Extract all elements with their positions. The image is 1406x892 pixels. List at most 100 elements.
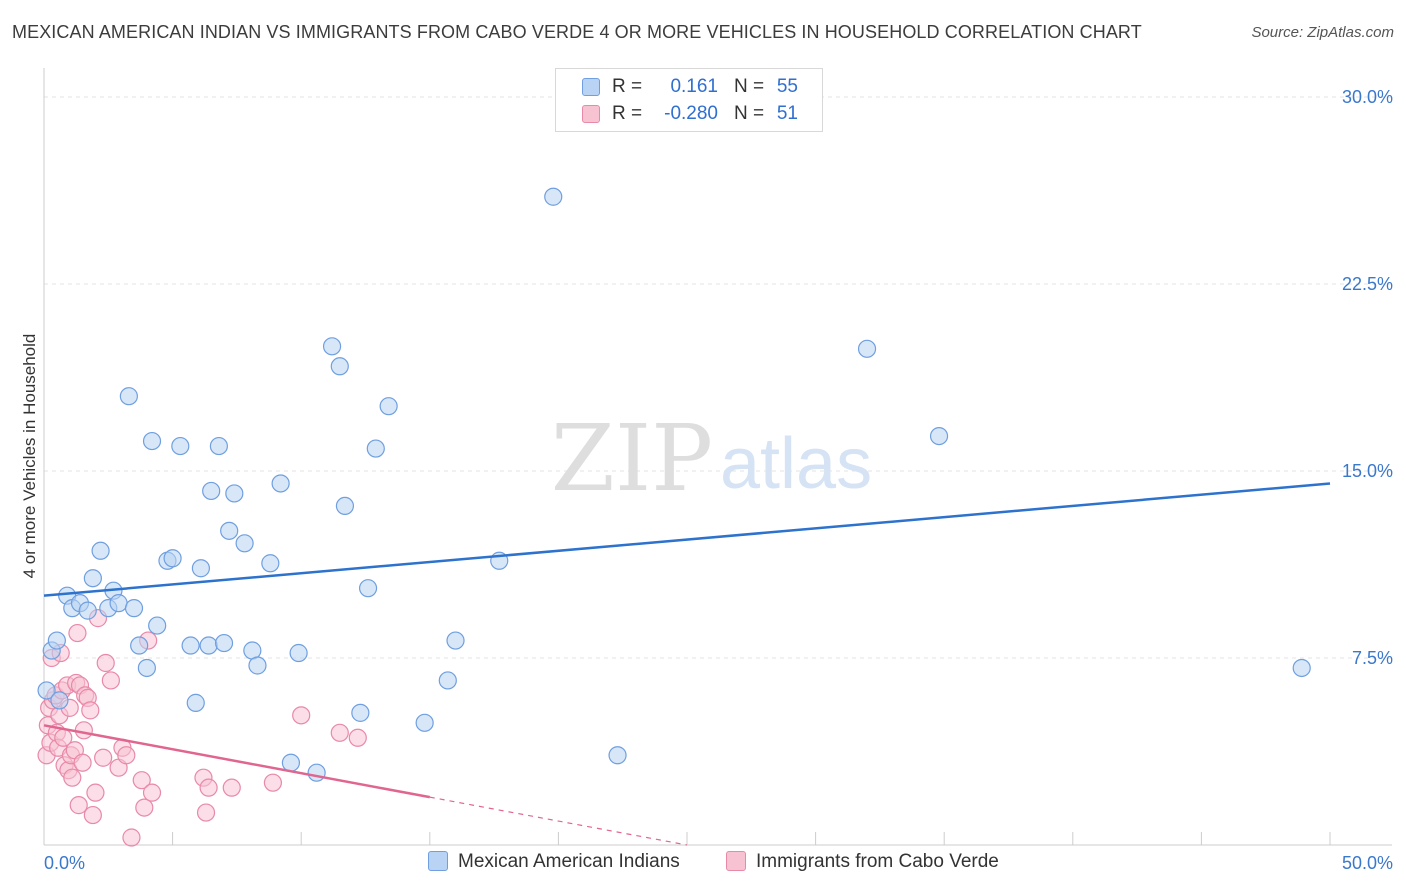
data-point — [289, 643, 308, 663]
data-point — [37, 681, 56, 700]
data-point — [91, 541, 110, 560]
data-point — [122, 828, 141, 847]
legend-swatch-blue — [582, 78, 600, 96]
data-point — [78, 601, 97, 620]
trend-line-pink — [43, 724, 431, 799]
data-point — [209, 436, 228, 456]
data-point — [186, 693, 205, 712]
watermark: ZIP atlas — [551, 405, 872, 512]
data-point — [235, 534, 254, 553]
trend-lines — [43, 482, 1331, 846]
data-point — [225, 484, 244, 503]
data-point — [94, 748, 113, 767]
data-point — [47, 631, 66, 650]
data-point — [101, 671, 120, 690]
data-point — [1292, 658, 1311, 678]
watermark-atlas: atlas — [720, 424, 872, 504]
data-point — [608, 746, 627, 765]
data-point — [117, 746, 136, 765]
data-point — [135, 798, 154, 817]
data-point — [261, 554, 280, 573]
data-point — [335, 496, 355, 516]
data-point — [142, 431, 162, 451]
bottom-legend-label-pink: Immigrants from Cabo Verde — [756, 851, 999, 872]
data-point — [130, 636, 149, 655]
data-point — [50, 691, 69, 710]
data-point — [68, 623, 87, 643]
legend-row-pink: R = -0.280 N = 51 — [556, 100, 822, 128]
data-point — [191, 559, 210, 578]
data-point — [358, 579, 378, 598]
data-point — [74, 721, 93, 740]
data-point — [63, 768, 82, 787]
data-point — [199, 636, 218, 655]
trend-line-blue — [43, 482, 1331, 597]
data-point — [86, 783, 105, 802]
trend-line-pink-extrapolated — [429, 796, 688, 846]
legend-r-value: -0.280 — [664, 103, 718, 124]
data-point — [351, 703, 370, 722]
legend-r-value: 0.161 — [670, 76, 718, 97]
data-point — [379, 397, 398, 416]
legend-n-label: N = — [734, 103, 765, 124]
data-point — [83, 805, 102, 825]
y-tick-labels: 7.5% 15.0% 22.5% 30.0% — [1342, 87, 1393, 668]
y-axis-label: 4 or more Vehicles in Household — [20, 333, 39, 579]
data-point — [148, 616, 167, 635]
data-point — [199, 778, 218, 797]
bottom-legend-label-blue: Mexican American Indians — [458, 851, 680, 872]
data-point — [292, 706, 311, 725]
data-point — [109, 594, 128, 613]
data-point — [281, 753, 301, 772]
legend-r-label: R = — [612, 76, 643, 97]
y-tick-label: 15.0% — [1342, 461, 1393, 481]
legend-r-label: R = — [612, 103, 643, 124]
data-point — [222, 778, 241, 797]
data-point — [119, 387, 138, 406]
source-credit: Source: ZipAtlas.com — [1251, 24, 1394, 41]
data-point — [202, 481, 221, 501]
axes — [43, 68, 1392, 846]
data-point — [248, 656, 267, 675]
data-point — [132, 771, 151, 790]
data-point — [73, 753, 92, 772]
data-point — [83, 569, 102, 588]
y-tick-label: 30.0% — [1342, 87, 1393, 107]
y-tick-label: 7.5% — [1352, 648, 1393, 668]
data-point — [81, 701, 100, 720]
data-point — [929, 426, 949, 446]
data-point — [271, 474, 290, 493]
watermark-zip: ZIP — [551, 405, 713, 512]
chart-title: MEXICAN AMERICAN INDIAN VS IMMIGRANTS FR… — [12, 22, 1142, 42]
data-point — [544, 187, 563, 206]
data-point — [96, 653, 115, 673]
data-point — [142, 783, 162, 802]
data-point — [348, 728, 367, 747]
data-point — [69, 796, 88, 815]
y-tick-label: 22.5% — [1342, 274, 1393, 294]
data-point — [857, 339, 877, 358]
legend-row-blue: R = 0.161 N = 55 — [556, 73, 822, 101]
data-point — [214, 633, 234, 653]
data-point — [307, 763, 326, 782]
data-point — [124, 599, 144, 618]
grid-lines — [44, 96, 1392, 659]
bottom-legend-swatch-blue — [428, 851, 448, 871]
data-point — [220, 521, 239, 540]
data-point — [322, 337, 342, 356]
data-point — [415, 713, 434, 732]
legend-swatch-pink — [582, 105, 600, 123]
data-point — [137, 658, 156, 678]
stats-legend: R = 0.161 N = 55 R = -0.280 N = 51 — [555, 68, 823, 132]
series-mexican-american-indians — [37, 187, 1311, 782]
data-point — [366, 439, 385, 458]
x-tick-label-max: 50.0% — [1342, 853, 1393, 873]
legend-n-label: N = — [734, 76, 765, 97]
bottom-legend-pink: Immigrants from Cabo Verde — [726, 851, 999, 877]
data-point — [171, 436, 190, 456]
data-point — [263, 773, 283, 792]
data-point — [438, 671, 457, 690]
x-tick-labels: 0.0% 50.0% — [44, 853, 1393, 873]
legend-n-value: 55 — [776, 76, 798, 97]
